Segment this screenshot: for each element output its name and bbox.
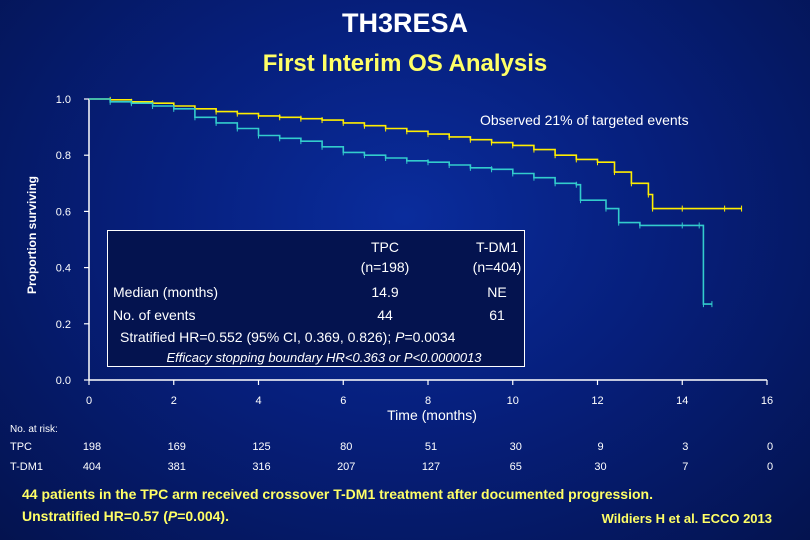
y-tick-label: 0.2: [56, 319, 71, 331]
hazard-ratio: Stratified HR=0.552 (95% CI, 0.369, 0.82…: [120, 329, 456, 345]
y-axis-label: Proportion surviving: [25, 176, 39, 294]
median-tdm1: NE: [487, 284, 506, 300]
col-header-tpc-n: (n=198): [361, 259, 410, 275]
risk-count-t-dm1: 381: [168, 461, 186, 473]
risk-table: No. at risk: TPC T-DM1 198 169 125 80 51 30 9 3…: [10, 424, 773, 473]
footnote-crossover: 44 patients in the TPC arm received cros…: [22, 486, 653, 502]
slide-title: TH3RESA: [341, 8, 469, 38]
events-annotation: Observed 21% of targeted events: [480, 112, 689, 128]
footnote-hr-prefix: Unstratified HR=0.57 (: [22, 508, 168, 524]
events-tpc: 44: [377, 307, 393, 323]
slide-subtitle: First Interim OS Analysis: [262, 50, 548, 77]
table-background: [108, 231, 524, 366]
risk-count-tpc: 30: [510, 441, 522, 453]
y-tick-label: 0.6: [56, 206, 71, 218]
risk-count-t-dm1: 127: [422, 461, 440, 473]
x-tick-label: 10: [507, 395, 519, 407]
risk-count-tpc: 169: [168, 441, 186, 453]
footnote-p-label: P: [167, 508, 178, 524]
risk-count-t-dm1: 0: [767, 461, 773, 473]
y-tick-label: 0.4: [56, 263, 71, 275]
col-header-tpc: TPC: [371, 239, 399, 255]
x-tick-label: 0: [86, 395, 92, 407]
footnote-hr-suffix: =0.004).: [177, 508, 229, 524]
median-tpc: 14.9: [371, 284, 398, 300]
x-axis-label: Time (months): [387, 407, 477, 423]
risk-count-tpc: 125: [252, 441, 270, 453]
risk-count-tpc: 51: [425, 441, 437, 453]
summary-table: TPC (n=198) T-DM1 (n=404) Median (months…: [107, 230, 525, 367]
x-tick-label: 12: [591, 395, 603, 407]
col-header-tdm1: T-DM1: [476, 239, 518, 255]
x-tick-label: 4: [255, 395, 261, 407]
y-tick-label: 1.0: [56, 94, 71, 106]
col-header-tdm1-n: (n=404): [473, 259, 522, 275]
footnote-unstratified-hr: Unstratified HR=0.57 (P=0.004).: [22, 508, 229, 524]
chart-series: [89, 96, 743, 308]
y-tick-label: 0.0: [56, 375, 71, 387]
events-tdm1: 61: [489, 307, 505, 323]
chart-axes: 0.0 0.2 0.4 0.6 0.8 1.0 0 2 4 6 8 10 12 14 16: [56, 94, 773, 407]
risk-count-t-dm1: 316: [252, 461, 270, 473]
risk-count-tpc: 80: [340, 441, 352, 453]
risk-count-t-dm1: 30: [594, 461, 606, 473]
risk-count-tpc: 0: [767, 441, 773, 453]
risk-label-tpc: TPC: [10, 441, 32, 453]
risk-count-tpc: 3: [682, 441, 688, 453]
hr-prefix: Stratified HR=0.552 (95% CI, 0.369, 0.82…: [120, 329, 395, 345]
row-label-events: No. of events: [113, 307, 196, 323]
x-tick-label: 2: [171, 395, 177, 407]
risk-count-t-dm1: 65: [510, 461, 522, 473]
risk-count-tpc: 9: [597, 441, 603, 453]
risk-count-t-dm1: 207: [337, 461, 355, 473]
hr-p-label: P: [395, 329, 405, 345]
x-tick-label: 8: [425, 395, 431, 407]
risk-count-t-dm1: 404: [83, 461, 101, 473]
x-tick-label: 16: [761, 395, 773, 407]
citation: Wildiers H et al. ECCO 2013: [601, 511, 772, 526]
row-label-median: Median (months): [113, 284, 218, 300]
stopping-boundary: Efficacy stopping boundary HR<0.363 or P…: [166, 350, 482, 365]
hr-p-value: =0.0034: [404, 329, 455, 345]
risk-count-tpc: 198: [83, 441, 101, 453]
y-tick-label: 0.8: [56, 150, 71, 162]
risk-header: No. at risk:: [10, 424, 58, 435]
risk-count-t-dm1: 7: [682, 461, 688, 473]
x-tick-label: 14: [676, 395, 688, 407]
risk-label-tdm1: T-DM1: [10, 461, 43, 473]
x-tick-label: 6: [340, 395, 346, 407]
